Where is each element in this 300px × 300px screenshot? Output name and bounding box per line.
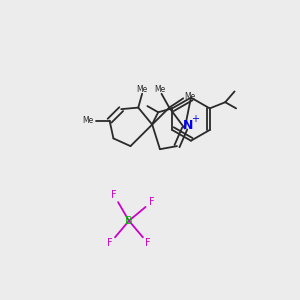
Text: F: F — [111, 190, 117, 200]
Text: Me: Me — [154, 85, 166, 94]
Text: N: N — [183, 119, 193, 132]
Text: B: B — [125, 216, 133, 226]
Text: Me: Me — [82, 116, 94, 125]
Text: F: F — [145, 238, 151, 248]
Text: F: F — [107, 238, 113, 248]
Text: Me: Me — [136, 85, 148, 94]
Text: Me: Me — [184, 92, 195, 100]
Text: +: + — [191, 114, 199, 124]
Text: F: F — [149, 197, 154, 207]
